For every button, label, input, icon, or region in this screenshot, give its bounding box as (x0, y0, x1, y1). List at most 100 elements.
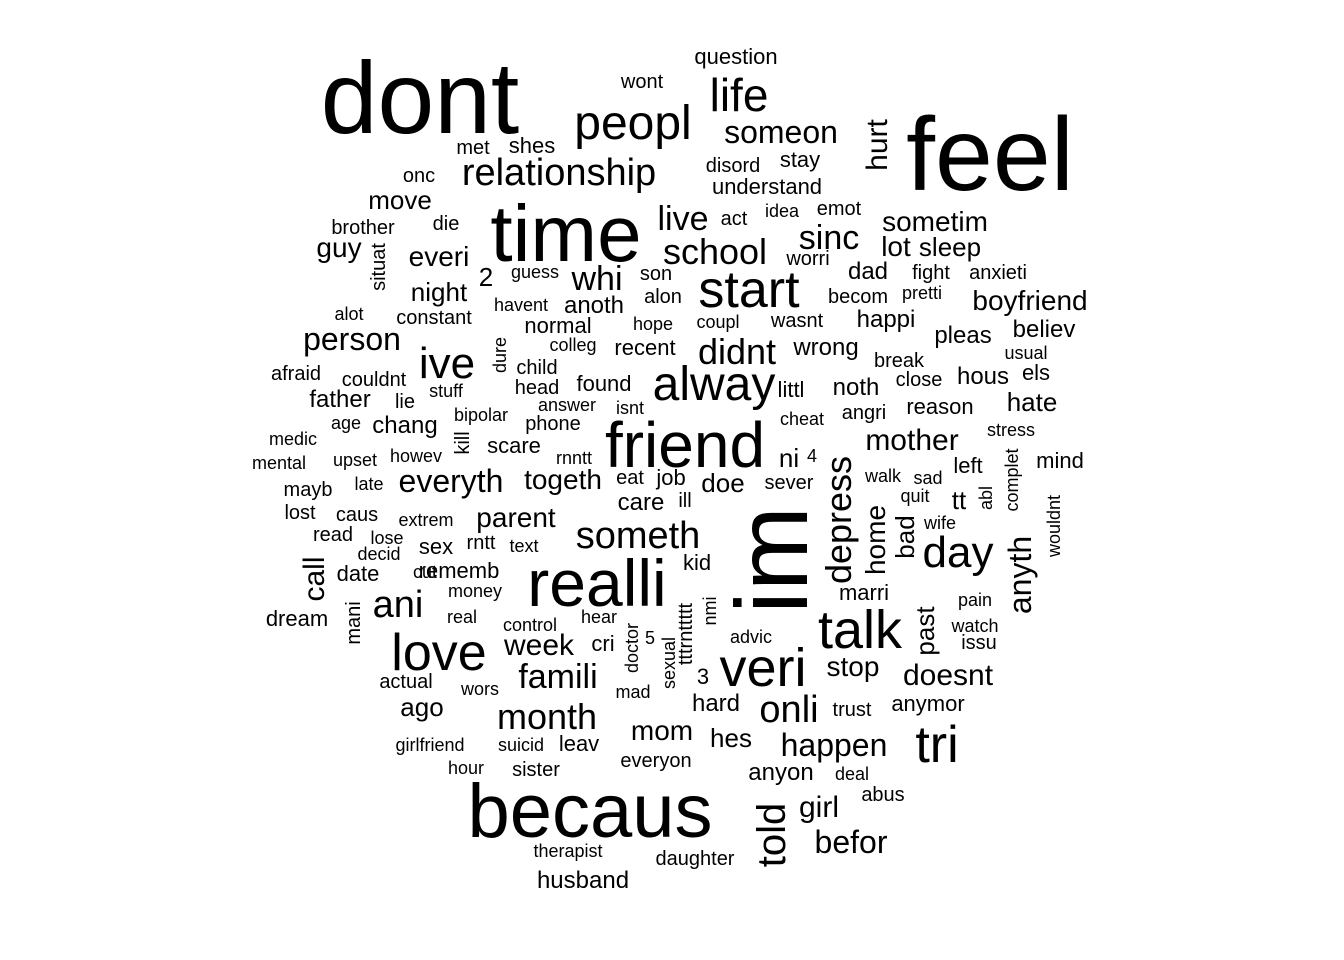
word-time: time (490, 189, 642, 278)
word-talk: talk (817, 600, 903, 660)
word-abl: abl (976, 485, 996, 511)
word-hear: hear (580, 607, 618, 627)
word-kill: kill (452, 431, 474, 455)
word-wasnt: wasnt (770, 310, 824, 332)
word-week: week (503, 629, 575, 662)
word-ago: ago (400, 692, 444, 722)
word-situat: situat (368, 243, 390, 291)
word-alot: alot (334, 304, 364, 324)
word-hate: hate (1006, 387, 1058, 417)
word-actual: actual (379, 671, 433, 693)
word-couldnt: couldnt (341, 369, 407, 391)
word-issu: issu (961, 632, 997, 654)
word-brother: brother (331, 217, 395, 239)
word-anymor: anymor (891, 691, 965, 716)
word-whi: whi (571, 260, 623, 298)
word-school: school (662, 231, 768, 272)
word-stuff: stuff (429, 381, 463, 401)
word-dure: dure (490, 336, 510, 374)
word-girl: girl (798, 791, 840, 824)
word-wont: wont (620, 71, 664, 93)
word-els: els (1021, 360, 1051, 385)
word-ive: ive (418, 339, 476, 388)
word-everyon: everyon (620, 750, 692, 772)
word-husband: husband (536, 867, 630, 894)
word-2: 2 (478, 262, 494, 292)
word-rntt: rntt (466, 532, 496, 554)
word-left: left (953, 453, 983, 478)
word-hard: hard (691, 690, 741, 717)
word-quit: quit (900, 486, 930, 506)
word-care: care (617, 489, 665, 516)
word-believ: believ (1012, 316, 1076, 343)
word-stress: stress (986, 420, 1036, 440)
word-advic: advic (729, 627, 773, 647)
word-ani: ani (372, 584, 424, 626)
word-becom: becom (827, 286, 889, 308)
word-usual: usual (1004, 343, 1048, 363)
word-someth: someth (575, 515, 701, 557)
word-text: text (509, 536, 539, 556)
word-real: real (446, 607, 478, 627)
word-scare: scare (487, 433, 541, 458)
word-3: 3 (696, 664, 710, 689)
word-move: move (368, 185, 432, 215)
word-caus: caus (335, 504, 379, 526)
word-coupl: coupl (696, 312, 740, 332)
word-act: act (720, 208, 748, 230)
word-kid: kid (682, 550, 712, 575)
word-wife: wife (923, 513, 957, 533)
word-reason: reason (906, 394, 974, 419)
word-found: found (576, 371, 632, 396)
word-sleep: sleep (918, 232, 982, 262)
word-sinc: sinc (798, 219, 860, 257)
word-daughter: daughter (655, 848, 735, 870)
word-hes: hes (710, 723, 752, 753)
word-parent: parent (476, 502, 556, 533)
word-alon: alon (644, 286, 682, 308)
word-guy: guy (316, 232, 362, 263)
word-anyth: anyth (1002, 535, 1038, 615)
word-mental: mental (251, 453, 307, 473)
word-understand: understand (711, 174, 823, 199)
word-mad: mad (615, 682, 651, 702)
word-worri: worri (786, 248, 830, 270)
word-cri: cri (591, 631, 615, 656)
word-pain: pain (957, 590, 993, 610)
word-walk: walk (864, 466, 902, 486)
word-live: live (657, 200, 709, 238)
word-sex: sex (418, 534, 454, 559)
word-angri: angri (841, 402, 887, 424)
word-nmi: nmi (700, 596, 720, 626)
word-happi: happi (856, 306, 916, 333)
word-everi: everi (408, 241, 470, 272)
word-stop: stop (826, 651, 880, 682)
word-call: call (298, 556, 331, 602)
word-bipolar: bipolar (453, 405, 509, 425)
word-deal: deal (834, 764, 870, 784)
word-past: past (910, 606, 940, 656)
word-lost: lost (284, 502, 316, 524)
word-mom: mom (630, 715, 694, 746)
word-anxieti: anxieti (969, 262, 1027, 284)
word-wouldnt: wouldnt (1044, 494, 1064, 558)
word-hurt: hurt (861, 119, 894, 171)
word-child: child (516, 357, 558, 379)
word-lot: lot (881, 231, 911, 262)
word-emot: emot (816, 198, 862, 220)
word-lie: lie (394, 391, 416, 413)
word-break: break (873, 350, 925, 372)
word-doctor: doctor (622, 622, 642, 674)
word-relationship: relationship (461, 152, 657, 194)
word-someon: someon (724, 114, 838, 150)
word-sister: sister (512, 759, 560, 781)
word-control: control (502, 615, 558, 635)
word-havent: havent (493, 295, 549, 315)
word-mani: mani (343, 601, 365, 645)
word-recent: recent (614, 335, 676, 360)
word-told: told (750, 802, 794, 868)
word-rnntt: rnntt (555, 448, 593, 468)
word-littl: littl (777, 377, 805, 402)
word-money: money (447, 581, 503, 601)
